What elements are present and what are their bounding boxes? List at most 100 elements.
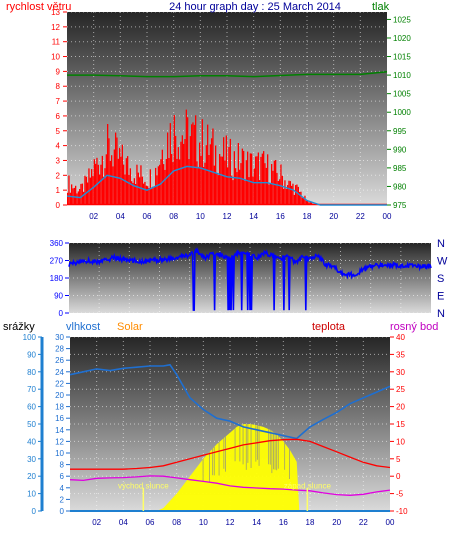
wind-speed-bar	[268, 184, 270, 205]
wind-tick-label: 4	[56, 142, 61, 151]
wind-speed-bar	[105, 154, 107, 205]
wind-speed-bar	[249, 153, 251, 205]
wind-speed-bar	[95, 163, 97, 205]
wind-speed-bar	[277, 181, 279, 205]
wind-tick-label: 7	[56, 97, 61, 106]
wind-speed-bar	[304, 195, 306, 205]
humidity-tick-label: 24	[55, 368, 64, 377]
pressure-tick-label: 1010	[393, 71, 411, 80]
wind-speed-bar	[192, 122, 194, 205]
rain-tick-label: 60	[27, 403, 36, 412]
sunrise-label: východ slunce	[118, 481, 169, 490]
wind-speed-bar	[275, 160, 277, 205]
humidity-tick-label: 16	[55, 414, 64, 423]
wind-speed-bar	[140, 165, 142, 205]
wind-speed-bar	[83, 191, 85, 205]
wind-speed-bar	[184, 139, 186, 205]
humidity-tick-label: 26	[55, 356, 64, 365]
wind-speed-bar	[303, 197, 305, 205]
wind-speed-bar	[307, 200, 309, 205]
wind-speed-bar	[251, 153, 253, 205]
humidity-tick-label: 6	[60, 472, 65, 481]
wind-speed-bar	[112, 166, 114, 205]
wind-speed-bar	[279, 179, 281, 205]
wind-speed-bar	[224, 160, 226, 205]
wind-bars	[67, 109, 387, 206]
temperature-axis-label: teplota	[312, 321, 346, 333]
wind-speed-bar	[117, 158, 119, 205]
wind-speed-bar	[207, 124, 209, 205]
wind-speed-bar	[151, 188, 153, 205]
wind-grid	[67, 11, 387, 206]
direction-tick-label: 180	[50, 274, 64, 283]
wind-speed-bar	[213, 165, 215, 205]
wind-speed-bar	[87, 182, 89, 205]
wind-speed-bar	[204, 162, 206, 205]
wind-speed-bar	[311, 202, 313, 205]
wind-speed-bar	[68, 175, 70, 205]
direction-tick-label: 360	[50, 239, 64, 248]
wind-speed-bar	[103, 176, 105, 205]
wind-tick-label: 10	[51, 53, 60, 62]
wind-speed-bar	[173, 115, 175, 205]
temp-x-tick-label: 14	[252, 518, 261, 527]
wind-speed-bar	[97, 164, 99, 205]
wind-axis-label: rychlost větru	[6, 1, 71, 13]
wind-speed-bar	[185, 109, 187, 205]
wind-speed-bar	[131, 181, 133, 205]
temperature-tick-label: 30	[396, 368, 405, 377]
wind-x-tick-label: 22	[356, 212, 365, 221]
wind-speed-bar	[91, 169, 93, 205]
wind-speed-bar	[261, 153, 263, 205]
wind-speed-bar	[299, 192, 301, 205]
temperature-tick-label: 20	[396, 403, 405, 412]
wind-speed-bar	[93, 159, 95, 205]
wind-speed-bar	[81, 183, 83, 205]
temperature-axis: -10 -5 0 5 10 15 20 25 30 35 40	[390, 333, 408, 516]
wind-speed-bar	[287, 185, 289, 205]
wind-speed-bar	[85, 176, 87, 205]
wind-speed-bar	[69, 192, 71, 205]
wind-speed-bar	[295, 185, 297, 205]
wind-x-tick-label: 10	[196, 212, 205, 221]
wind-speed-bar	[161, 149, 163, 205]
chart-title: 24 hour graph day : 25 March 2014	[169, 1, 341, 13]
wind-speed-bar	[135, 184, 137, 205]
wind-speed-bar	[139, 177, 141, 205]
rain-axis-label: srážky	[3, 321, 35, 333]
wind-speed-bar	[309, 202, 311, 205]
wind-speed-bar	[164, 169, 166, 205]
wind-speed-bar	[237, 143, 239, 205]
humidity-tick-label: 30	[55, 333, 64, 342]
wind-speed-bar	[115, 132, 117, 205]
wind-speed-bar	[119, 147, 121, 205]
wind-speed-bar	[292, 183, 294, 205]
wind-speed-bar	[145, 185, 147, 205]
wind-speed-bar	[203, 167, 205, 205]
wind-speed-bar	[156, 175, 158, 205]
wind-speed-bar	[259, 180, 261, 205]
pressure-tick-label: 990	[393, 145, 407, 154]
wind-speed-bar	[227, 167, 229, 205]
wind-speed-bar	[245, 160, 247, 205]
wind-speed-bar	[236, 172, 238, 205]
wind-speed-bar	[108, 138, 110, 205]
temperature-tick-label: 5	[396, 455, 401, 464]
humidity-tick-label: 2	[60, 495, 65, 504]
wind-speed-bar	[92, 176, 94, 205]
wind-speed-bar	[255, 156, 257, 205]
wind-x-tick-label: 20	[329, 212, 338, 221]
wind-speed-bar	[253, 168, 255, 205]
wind-x-tick-label: 00	[383, 212, 392, 221]
wind-speed-bar	[143, 183, 145, 205]
wind-speed-bar	[285, 189, 287, 205]
wind-tick-label: 13	[51, 8, 60, 17]
wind-speed-bar	[120, 156, 122, 205]
wind-speed-bar	[240, 163, 242, 205]
wind-speed-bar	[212, 128, 214, 205]
humidity-tick-label: 10	[55, 449, 64, 458]
temp-x-tick-label: 12	[226, 518, 235, 527]
wind-speed-bar	[100, 164, 102, 205]
